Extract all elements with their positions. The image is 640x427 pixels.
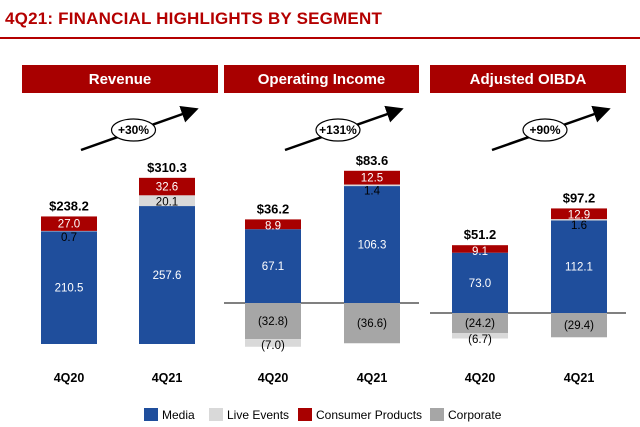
- page-title: 4Q21: FINANCIAL HIGHLIGHTS BY SEGMENT: [5, 9, 383, 28]
- legend-label-consumer-products: Consumer Products: [316, 408, 422, 422]
- legend-swatch-live-events: [209, 408, 223, 421]
- total-label-revenue-4q20: $238.2: [49, 198, 89, 213]
- panel-header-revenue: [22, 65, 218, 93]
- bar-adjusted-oibda-4q20-corporate: [452, 313, 508, 333]
- data-label-adjusted-oibda-4q21-media: 112.1: [565, 262, 593, 274]
- growth-label-adjusted-oibda: +90%: [529, 123, 560, 137]
- bar-revenue-4q20-consumer-products: [41, 216, 97, 231]
- bar-operating-income-4q20-corporate: [245, 303, 301, 340]
- bar-adjusted-oibda-4q21-live-events: [551, 219, 607, 221]
- data-label-operating-income-4q20-media: 67.1: [262, 261, 284, 273]
- bar-revenue-4q21-consumer-products: [139, 177, 195, 196]
- category-label-adjusted-oibda-4q21: 4Q21: [564, 371, 595, 385]
- total-label-adjusted-oibda-4q21: $97.2: [563, 190, 596, 205]
- data-label-adjusted-oibda-4q21-consumer-products: 12.9: [568, 209, 590, 221]
- data-label-revenue-4q20-media: 210.5: [55, 283, 84, 295]
- data-label-revenue-4q20-consumer-products: 27.0: [58, 219, 80, 231]
- total-label-operating-income-4q20: $36.2: [257, 201, 290, 216]
- bar-operating-income-4q21-consumer-products: [344, 170, 400, 185]
- data-label-adjusted-oibda-4q21-corporate: (29.4): [564, 320, 594, 332]
- data-label-adjusted-oibda-4q21-live-events: 1.6: [571, 220, 587, 232]
- panel-title-adjusted-oibda: Adjusted OIBDA: [470, 71, 587, 88]
- total-label-revenue-4q21: $310.3: [147, 160, 187, 175]
- legend-swatch-consumer-products: [298, 408, 312, 421]
- data-label-adjusted-oibda-4q20-corporate: (24.2): [465, 318, 495, 330]
- data-label-operating-income-4q20-corporate: (32.8): [258, 316, 288, 328]
- legend-label-media: Media: [162, 408, 195, 422]
- bar-operating-income-4q21-corporate: [344, 303, 400, 344]
- legend-swatch-corporate: [430, 408, 444, 421]
- growth-oval-operating-income: [315, 118, 361, 142]
- bar-operating-income-4q20-live-events: [245, 339, 301, 347]
- bar-adjusted-oibda-4q21-media: [551, 220, 607, 313]
- growth-oval-adjusted-oibda: [522, 118, 568, 142]
- growth-label-operating-income: +131%: [319, 123, 357, 137]
- data-label-operating-income-4q21-consumer-products: 12.5: [361, 173, 383, 185]
- total-label-adjusted-oibda-4q20: $51.2: [464, 227, 497, 242]
- bar-revenue-4q20-media: [41, 231, 97, 344]
- category-label-revenue-4q21: 4Q21: [152, 371, 183, 385]
- data-label-revenue-4q21-media: 257.6: [153, 270, 182, 282]
- legend-label-corporate: Corporate: [448, 408, 502, 422]
- panel-header-adjusted-oibda: [430, 65, 626, 93]
- data-label-adjusted-oibda-4q20-live-events: (6.7): [468, 334, 492, 346]
- data-label-operating-income-4q21-live-events: 1.4: [364, 186, 381, 198]
- bar-operating-income-4q21-media: [344, 186, 400, 303]
- growth-label-revenue: +30%: [118, 123, 149, 137]
- data-label-operating-income-4q21-corporate: (36.6): [357, 318, 387, 330]
- title-divider: [0, 37, 640, 39]
- bar-adjusted-oibda-4q20-media: [452, 252, 508, 313]
- bar-revenue-4q21-media: [139, 206, 195, 344]
- data-label-revenue-4q21-consumer-products: 32.6: [156, 182, 178, 194]
- data-label-operating-income-4q20-consumer-products: 8.9: [265, 220, 281, 232]
- bar-operating-income-4q20-consumer-products: [245, 219, 301, 230]
- growth-oval-revenue: [110, 118, 157, 142]
- bar-operating-income-4q21-live-events: [344, 184, 400, 187]
- bar-revenue-4q21-live-events: [139, 195, 195, 207]
- data-label-revenue-4q20-live-events: 0.7: [61, 232, 77, 244]
- category-label-revenue-4q20: 4Q20: [54, 371, 85, 385]
- category-label-operating-income-4q21: 4Q21: [357, 371, 388, 385]
- panel-header-operating-income: [224, 65, 419, 93]
- panel-title-operating-income: Operating Income: [258, 71, 386, 88]
- bar-adjusted-oibda-4q20-live-events: [452, 332, 508, 339]
- data-label-operating-income-4q20-live-events: (7.0): [261, 340, 285, 352]
- category-label-operating-income-4q20: 4Q20: [258, 371, 289, 385]
- data-label-adjusted-oibda-4q20-consumer-products: 9.1: [472, 246, 488, 258]
- bar-adjusted-oibda-4q21-consumer-products: [551, 208, 607, 220]
- panel-title-revenue: Revenue: [89, 71, 152, 88]
- data-label-revenue-4q21-live-events: 20.1: [156, 196, 178, 208]
- category-label-adjusted-oibda-4q20: 4Q20: [465, 371, 496, 385]
- data-label-operating-income-4q21-media: 106.3: [358, 240, 387, 252]
- legend-label-live-events: Live Events: [227, 408, 289, 422]
- bar-operating-income-4q20-media: [245, 229, 301, 303]
- legend-swatch-media: [144, 408, 158, 421]
- bar-adjusted-oibda-4q21-corporate: [551, 313, 607, 338]
- bar-adjusted-oibda-4q20-consumer-products: [452, 245, 508, 253]
- data-label-adjusted-oibda-4q20-media: 73.0: [469, 278, 491, 290]
- total-label-operating-income-4q21: $83.6: [356, 153, 389, 168]
